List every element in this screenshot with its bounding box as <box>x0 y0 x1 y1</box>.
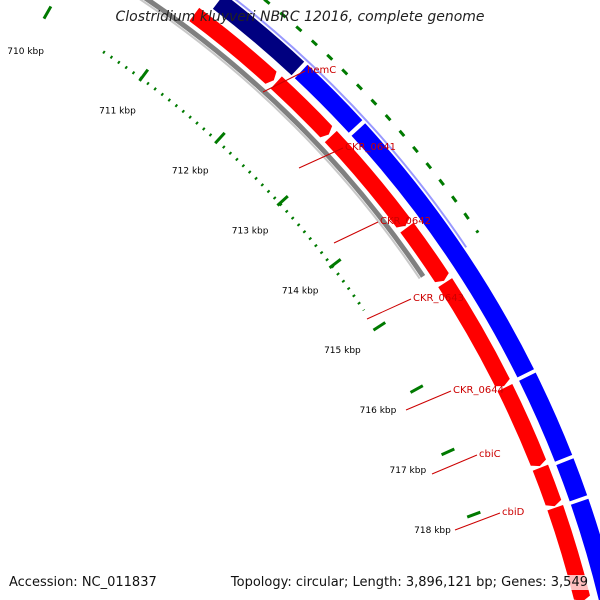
ruler-tick-label: 711 kbp <box>99 107 136 117</box>
gene-label: cbiD <box>502 507 525 518</box>
reverse-gene-block <box>554 456 590 504</box>
ruler-tick-label: 714 kbp <box>282 286 319 296</box>
forward-gene-arrow <box>398 220 451 284</box>
reverse-gene-block <box>292 62 365 135</box>
ruler-tick <box>328 258 342 270</box>
ruler-tick-label: 710 kbp <box>7 47 44 57</box>
ruler-tick <box>214 131 226 145</box>
ruler-tick <box>372 321 387 332</box>
forward-gene-arrow <box>495 382 548 468</box>
gene-label-leader <box>366 298 412 320</box>
ruler-tick <box>42 5 53 20</box>
forward-gene-track <box>187 5 592 600</box>
genome-summary-text: Topology: circular; Length: 3,896,121 bp… <box>228 575 590 590</box>
backbone-ring-highlight <box>139 0 421 280</box>
genome-title: Clostridium kluyveri NBRC 12016, complet… <box>115 9 485 25</box>
ruler-tick-label: 713 kbp <box>232 226 269 236</box>
gene-label-leader <box>405 390 452 411</box>
forward-gene-arrow <box>322 128 412 230</box>
ruler-tick <box>409 384 424 394</box>
ruler-tick-label: 718 kbp <box>414 526 451 536</box>
gene-label: CKR_0643 <box>413 293 464 304</box>
forward-gene-arrow <box>530 462 563 508</box>
outer-ruler-ring <box>262 0 480 234</box>
ruler-tick-label: 715 kbp <box>324 346 361 356</box>
ruler-tick <box>466 510 481 519</box>
ruler-tick <box>276 194 289 207</box>
gene-label: CKR_0644 <box>453 385 504 396</box>
gene-label: CKR_0642 <box>380 216 431 227</box>
gene-label-leader <box>431 454 478 475</box>
gene-label-leader <box>454 512 501 531</box>
gene-label: cbiC <box>479 449 501 460</box>
gene-label-leader <box>262 70 306 93</box>
reverse-track-edge <box>234 0 468 248</box>
reverse-gene-block <box>517 370 575 464</box>
gene-label: CKR_0641 <box>345 142 396 153</box>
reverse-gene-block <box>210 0 307 78</box>
forward-gene-arrow <box>187 5 279 86</box>
reverse-gene-block <box>568 496 600 600</box>
reverse-gene-track <box>210 0 600 600</box>
forward-gene-arrow <box>436 276 512 388</box>
gene-labels: hemC CKR_0641 CKR_0642 CKR_0643 CKR_0644 cbiC… <box>262 65 525 531</box>
reverse-gene-block <box>349 121 537 380</box>
accession-text: Accession: NC_011837 <box>9 575 157 590</box>
backbone-track <box>139 0 426 280</box>
ruler-tick <box>138 68 150 82</box>
ruler-tick-label: 717 kbp <box>390 466 427 476</box>
ruler-tick-label: 712 kbp <box>172 167 209 177</box>
backbone-ring <box>143 0 426 278</box>
ruler-track: 710 kbp 711 kbp 712 kbp 713 kbp 714 kbp 715 k… <box>7 0 481 536</box>
gene-label-leader <box>298 147 344 169</box>
ruler-tick-label: 716 kbp <box>360 406 397 416</box>
ruler-tick <box>440 447 455 457</box>
forward-gene-arrow <box>268 74 334 140</box>
gene-label-leader <box>333 221 379 244</box>
gene-label: hemC <box>307 65 336 76</box>
